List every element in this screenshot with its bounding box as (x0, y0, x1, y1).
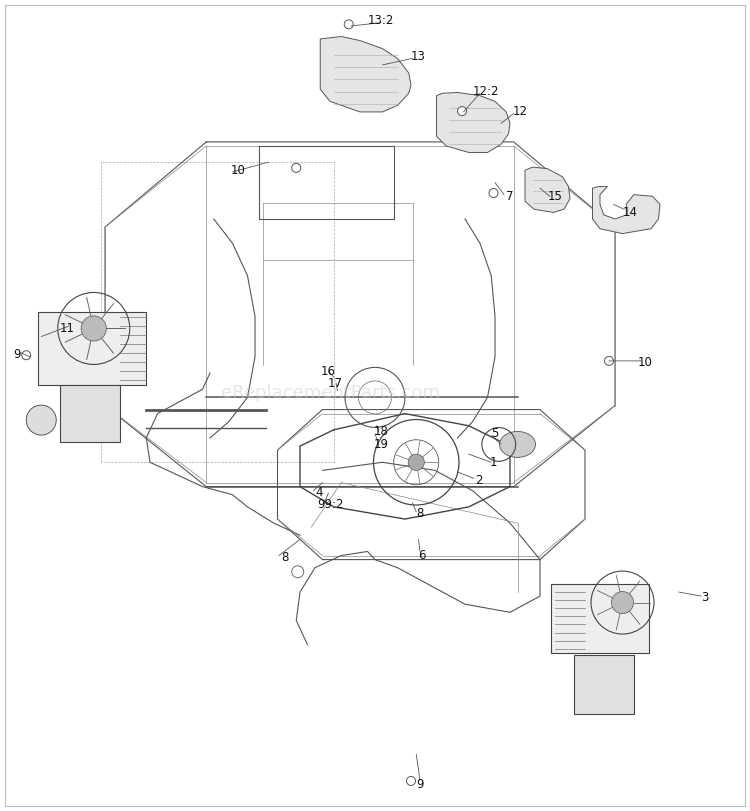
Text: 11: 11 (60, 322, 75, 335)
Circle shape (81, 315, 106, 341)
Text: 1: 1 (490, 456, 497, 469)
Text: 3: 3 (701, 591, 709, 604)
Text: 17: 17 (328, 377, 343, 390)
Circle shape (22, 350, 31, 360)
Circle shape (489, 188, 498, 198)
Text: eReplacementParts.com: eReplacementParts.com (220, 384, 440, 402)
Circle shape (611, 591, 634, 614)
Text: 13: 13 (411, 50, 426, 63)
Text: 19: 19 (374, 438, 388, 451)
Text: 99:2: 99:2 (317, 498, 344, 511)
Text: 10: 10 (231, 164, 246, 177)
Polygon shape (592, 187, 660, 234)
Text: 13:2: 13:2 (368, 14, 394, 27)
Circle shape (292, 163, 301, 173)
Polygon shape (320, 36, 411, 112)
Circle shape (458, 106, 466, 116)
Circle shape (604, 356, 613, 366)
Circle shape (406, 776, 416, 786)
Text: 14: 14 (622, 206, 638, 219)
Text: 15: 15 (548, 190, 562, 203)
Polygon shape (436, 92, 510, 152)
Text: 6: 6 (418, 549, 425, 562)
Text: 16: 16 (320, 365, 335, 378)
Ellipse shape (500, 431, 536, 457)
Circle shape (292, 566, 304, 577)
Text: 7: 7 (506, 190, 514, 203)
Polygon shape (525, 167, 570, 212)
Circle shape (408, 454, 424, 470)
Text: 9: 9 (13, 348, 21, 361)
Text: 10: 10 (638, 356, 652, 369)
Text: 5: 5 (491, 427, 499, 440)
Text: 12:2: 12:2 (472, 85, 500, 98)
Circle shape (26, 406, 56, 435)
FancyBboxPatch shape (574, 655, 634, 714)
FancyBboxPatch shape (551, 584, 649, 653)
Text: 2: 2 (475, 474, 482, 487)
Text: 8: 8 (416, 507, 424, 520)
Text: 9: 9 (416, 778, 424, 791)
Text: 18: 18 (374, 425, 388, 438)
FancyBboxPatch shape (38, 312, 146, 385)
Text: 4: 4 (315, 486, 322, 499)
FancyBboxPatch shape (60, 385, 120, 442)
Circle shape (344, 19, 353, 29)
Text: 12: 12 (512, 105, 527, 118)
Text: 8: 8 (281, 551, 289, 564)
